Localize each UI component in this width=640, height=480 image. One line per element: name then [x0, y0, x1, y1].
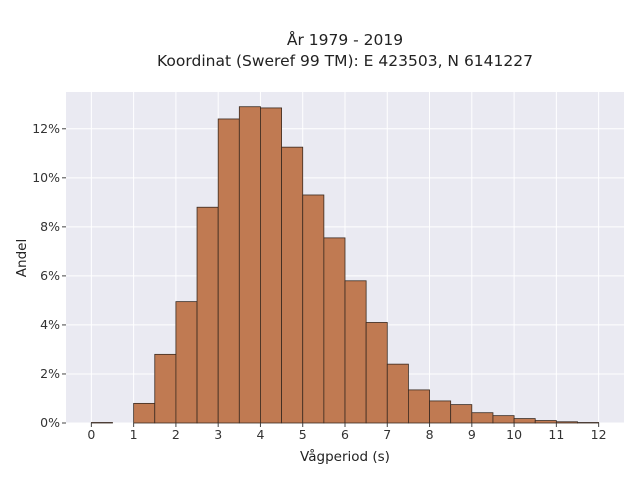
x-tick-label: 6: [341, 427, 349, 442]
histogram-bar: [323, 237, 346, 424]
y-ticks: 0% 2% 4% 6% 8% 10% 12%: [32, 121, 66, 430]
chart-title: År 1979 - 2019: [287, 30, 403, 49]
histogram-bar: [534, 420, 557, 424]
chart-subtitle: Koordinat (Sweref 99 TM): E 423503, N 61…: [157, 52, 533, 70]
y-tick-label: 12%: [32, 121, 60, 136]
histogram-bar: [175, 301, 198, 424]
histogram-bar: [344, 280, 367, 424]
histogram-bar: [260, 107, 282, 424]
histogram-bar: [450, 404, 473, 424]
histogram-bar: [217, 118, 240, 424]
y-tick-label: 6%: [40, 268, 60, 283]
histogram-bar: [302, 194, 325, 424]
x-tick-label: 4: [256, 427, 264, 442]
x-tick-label: 7: [383, 427, 391, 442]
x-tick-label: 3: [214, 427, 222, 442]
y-tick-label: 10%: [32, 170, 60, 185]
x-ticks: 0 1 2 3 4 5 6 7 8 9 10 11 12: [87, 423, 607, 442]
x-tick-label: 11: [548, 427, 564, 442]
bars: [90, 106, 600, 424]
x-axis-label: Vågperiod (s): [300, 448, 390, 465]
histogram-bar: [238, 106, 261, 424]
x-tick-label: 5: [299, 427, 307, 442]
x-tick-label: 8: [426, 427, 434, 442]
y-tick-label: 2%: [40, 366, 60, 381]
y-axis-label: Andel: [14, 239, 30, 277]
x-tick-label: 1: [130, 427, 138, 442]
histogram-bar: [281, 146, 304, 424]
histogram-bar: [513, 418, 536, 424]
histogram-bar: [555, 421, 578, 424]
x-tick-label: 9: [468, 427, 476, 442]
histogram-bar: [408, 389, 430, 424]
histogram-bar: [386, 363, 409, 424]
x-tick-label: 12: [591, 427, 607, 442]
histogram-bar: [365, 322, 388, 424]
y-tick-label: 0%: [40, 415, 60, 430]
x-tick-label: 10: [506, 427, 522, 442]
histogram-bar: [154, 353, 177, 424]
x-tick-label: 2: [172, 427, 180, 442]
x-tick-label: 0: [87, 427, 95, 442]
histogram-bar: [429, 400, 452, 424]
histogram-bar: [196, 206, 219, 424]
y-tick-label: 8%: [40, 219, 60, 234]
histogram-bar: [492, 415, 515, 424]
histogram-bar: [133, 402, 156, 424]
histogram-bar: [471, 412, 494, 424]
y-tick-label: 4%: [40, 317, 60, 332]
